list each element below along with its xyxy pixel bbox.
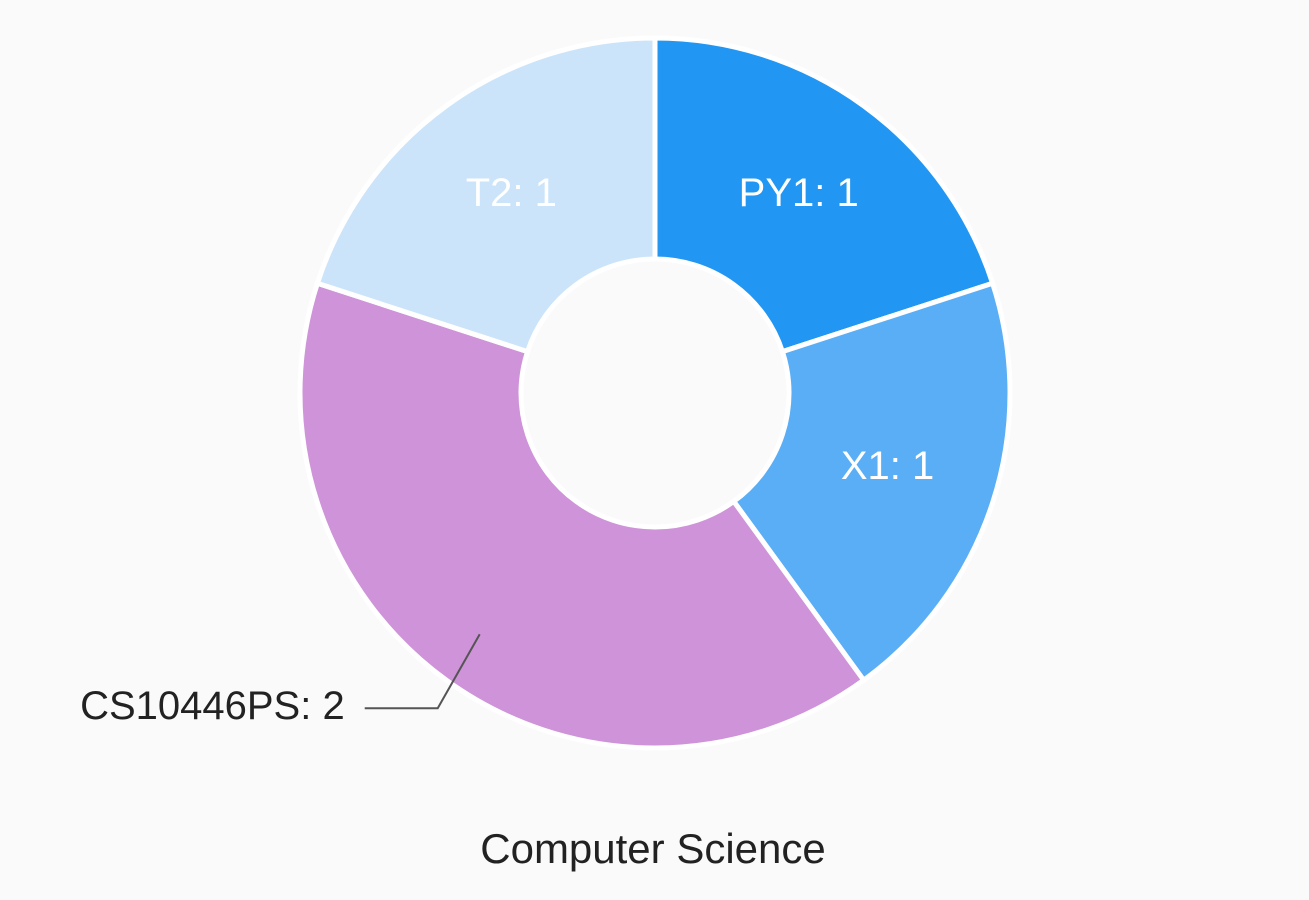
donut-slice bbox=[297, 280, 868, 751]
data-label: T2: 1 bbox=[466, 171, 557, 215]
data-label: CS10446PS: 2 bbox=[80, 684, 345, 728]
donut-slice bbox=[314, 35, 658, 355]
data-label: PY1: 1 bbox=[739, 171, 859, 215]
leader-line bbox=[364, 633, 481, 710]
donut-slice bbox=[730, 280, 1013, 684]
donut-slice bbox=[652, 35, 996, 355]
data-label: X1: 1 bbox=[841, 444, 934, 488]
chart-title: Computer Science bbox=[480, 825, 826, 872]
